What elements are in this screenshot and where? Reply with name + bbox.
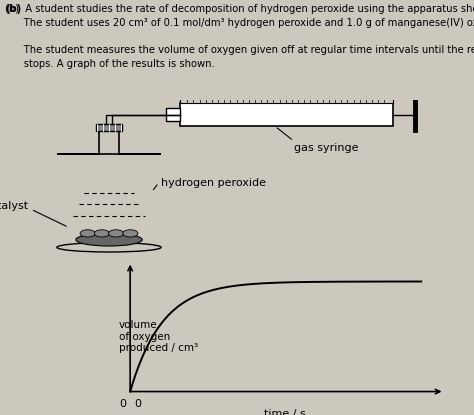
Ellipse shape xyxy=(123,230,138,237)
Text: (b)  A student studies the rate of decomposition of hydrogen peroxide using the : (b) A student studies the rate of decomp… xyxy=(5,4,474,68)
Text: gas syringe: gas syringe xyxy=(294,143,358,153)
Text: time / s: time / s xyxy=(264,409,305,415)
Bar xyxy=(180,97,393,103)
Text: volume
of oxygen
produced / cm³: volume of oxygen produced / cm³ xyxy=(119,320,198,353)
Text: catalyst: catalyst xyxy=(0,201,28,211)
Bar xyxy=(166,108,180,121)
Bar xyxy=(96,124,122,131)
Ellipse shape xyxy=(94,230,109,237)
Text: 0: 0 xyxy=(119,399,126,409)
Ellipse shape xyxy=(109,230,124,237)
Ellipse shape xyxy=(76,233,142,246)
Text: (b): (b) xyxy=(5,4,21,14)
Ellipse shape xyxy=(80,230,95,237)
Text: hydrogen peroxide: hydrogen peroxide xyxy=(161,178,266,188)
Text: 0: 0 xyxy=(135,399,142,409)
Bar xyxy=(180,103,393,126)
